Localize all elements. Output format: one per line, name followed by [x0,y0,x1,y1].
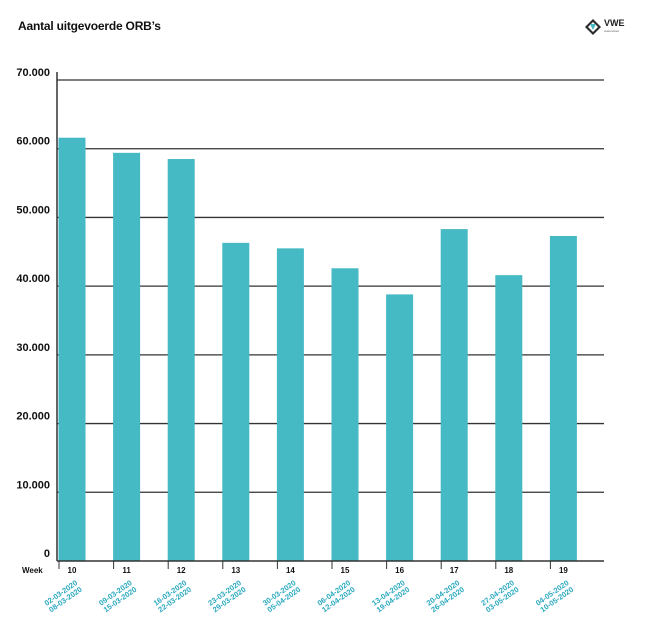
x-tick-label: 16 [395,566,404,575]
bar [495,275,523,561]
vwe-diamond-icon [585,19,601,35]
x-tick-label: 15 [341,566,350,575]
y-tick-label: 30.000 [16,342,50,354]
x-tick-label: 13 [231,566,240,575]
chart-title: Aantal uitgevoerde ORB’s [18,19,161,33]
y-tick-label: 60.000 [16,136,50,148]
x-tick-label: 19 [559,566,568,575]
y-tick-label: 50.000 [16,204,50,216]
x-tick-label: 12 [177,566,186,575]
bar [440,229,468,562]
y-tick-label: 40.000 [16,273,50,285]
bars [58,137,577,562]
bar [222,242,250,562]
y-tick-label: 10.000 [16,479,50,491]
vwe-logo: VWE Automotive [582,16,642,40]
logo-name: VWE [604,18,625,28]
x-axis-label: Week [22,566,43,575]
bar [386,294,414,561]
x-tick-label: 14 [286,566,295,575]
y-tick-label: 0 [44,548,50,560]
bar [549,235,577,561]
bar [331,268,359,561]
x-tick-label: 18 [504,566,513,575]
bar [167,159,195,561]
bar [276,248,304,561]
logo-subtitle: Automotive [604,29,620,33]
y-axis: 0 10.000 20.000 30.000 40.000 50.000 60.000 70.… [16,67,58,561]
y-tick-label: 20.000 [16,411,50,423]
x-tick-label: 11 [122,566,131,575]
bar [113,152,141,561]
x-tick-label: 17 [450,566,459,575]
bar [58,137,86,561]
x-tick-label: 10 [68,566,77,575]
y-tick-label: 70.000 [16,67,50,79]
